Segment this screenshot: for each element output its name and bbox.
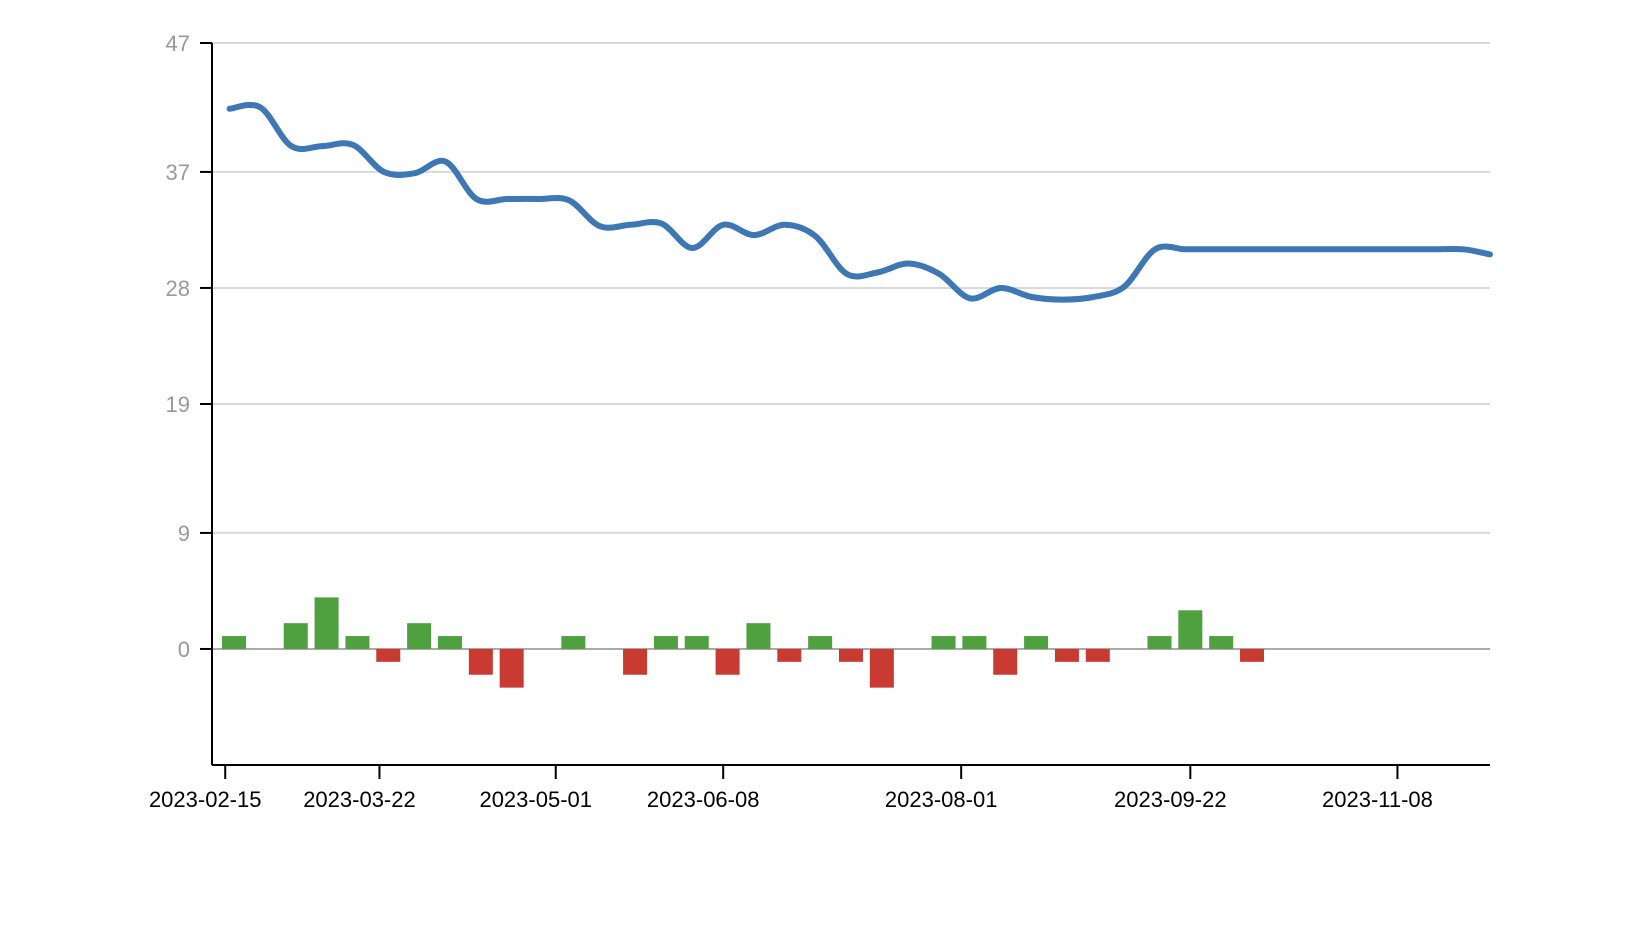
bar bbox=[715, 648, 740, 675]
bar bbox=[1054, 648, 1079, 662]
bar bbox=[283, 623, 308, 649]
bar bbox=[1240, 648, 1265, 662]
line-series bbox=[226, 102, 1493, 303]
x-tick-label: 2023-03-22 bbox=[303, 787, 416, 812]
bar bbox=[839, 648, 863, 662]
bar bbox=[222, 636, 247, 649]
bar bbox=[962, 636, 987, 649]
y-tick-label: 19 bbox=[166, 392, 190, 417]
bar bbox=[437, 636, 462, 649]
x-tick-label: 2023-08-01 bbox=[885, 787, 998, 812]
grid-lines bbox=[212, 42, 1490, 650]
axes: 0 9 19 28 37 47 2023-02-15 2023-03-22 2023-05-01… bbox=[149, 31, 1490, 812]
x-tick-label: 2023-06-08 bbox=[647, 787, 760, 812]
bar bbox=[499, 648, 524, 688]
x-tick-label: 2023-09-22 bbox=[1114, 787, 1227, 812]
bar bbox=[1085, 648, 1110, 662]
bar bbox=[653, 636, 678, 649]
bar bbox=[407, 623, 432, 649]
y-tick-label: 9 bbox=[178, 521, 190, 546]
bar bbox=[314, 597, 339, 649]
bar bbox=[345, 636, 370, 649]
bar bbox=[808, 636, 833, 649]
bar bbox=[869, 648, 894, 688]
bar bbox=[1147, 636, 1172, 649]
bar-series bbox=[222, 597, 1265, 688]
bar bbox=[993, 648, 1018, 675]
bar bbox=[1209, 636, 1234, 649]
bar bbox=[746, 623, 771, 649]
bar bbox=[1178, 610, 1203, 649]
bar bbox=[684, 636, 709, 649]
y-tick-label: 37 bbox=[166, 160, 190, 185]
y-tick-label: 47 bbox=[166, 31, 190, 56]
x-tick-label: 2023-02-15 bbox=[149, 787, 262, 812]
bar bbox=[931, 636, 956, 649]
x-tick-label: 2023-05-01 bbox=[479, 787, 592, 812]
bar bbox=[623, 648, 648, 675]
bar bbox=[561, 636, 586, 649]
bar bbox=[376, 648, 401, 662]
y-tick-label: 28 bbox=[166, 276, 190, 301]
bar bbox=[468, 648, 493, 675]
y-tick-label: 0 bbox=[178, 637, 190, 662]
bar bbox=[1024, 636, 1049, 649]
bar bbox=[777, 648, 802, 662]
series-line bbox=[226, 102, 1493, 303]
x-tick-label: 2023-11-08 bbox=[1322, 787, 1433, 812]
